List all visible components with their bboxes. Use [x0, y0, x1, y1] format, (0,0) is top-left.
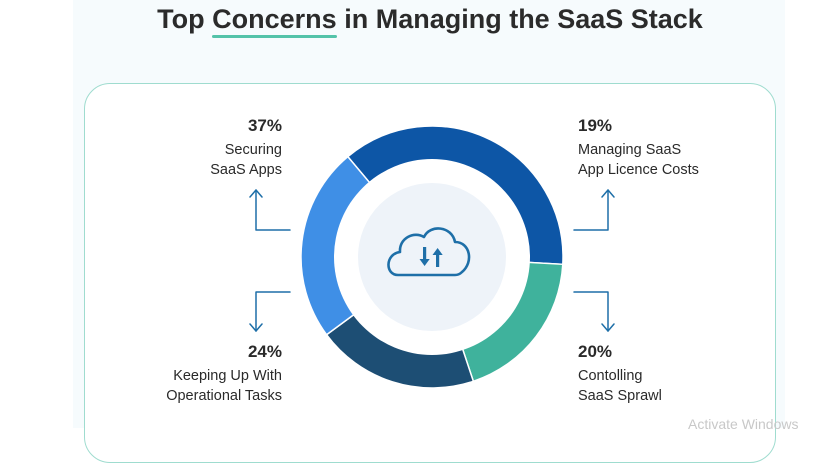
label-line: Managing SaaS [578, 142, 682, 158]
label-securing-saas-apps: 37% Securing SaaS Apps [210, 116, 282, 180]
watermark-text: Activate Windows [688, 416, 799, 432]
connector-top-right-arrowhead [601, 189, 615, 198]
connector-bottom-left [255, 291, 291, 332]
arrows-glyph [419, 247, 443, 267]
label-line: Contolling [578, 368, 643, 384]
label-line: Keeping Up With [173, 368, 282, 384]
percent-label: 19% [578, 116, 613, 135]
label-controlling-saas-sprawl: 20% Contolling SaaS Sprawl [578, 342, 662, 406]
label-line: SaaS Sprawl [578, 388, 662, 404]
percent-label: 20% [578, 342, 613, 361]
donut-chart [249, 125, 615, 389]
percent-label: 24% [247, 342, 282, 361]
label-line: SaaS Apps [210, 162, 282, 178]
percent-label: 37% [247, 116, 282, 135]
connector-bottom-right [573, 291, 609, 332]
center-disc [358, 183, 506, 331]
connector-bottom-left-arrowhead [249, 323, 263, 332]
cloud-upload-download-icon [387, 227, 471, 277]
label-keeping-up-operational-tasks: 24% Keeping Up With Operational Tasks [166, 342, 282, 406]
label-line: Operational Tasks [166, 388, 282, 404]
label-line: App Licence Costs [578, 162, 699, 178]
title-suffix: in Managing the SaaS Stack [336, 4, 703, 34]
label-line: Securing [224, 142, 282, 158]
connector-bottom-right-arrowhead [601, 323, 615, 332]
connector-top-left-arrowhead [249, 189, 263, 198]
connector-top-left [255, 189, 291, 231]
title-highlight: Concerns [212, 4, 337, 38]
title-prefix: Top [157, 4, 213, 34]
label-managing-licence-costs: 19% Managing SaaS App Licence Costs [578, 116, 699, 180]
connector-top-right [573, 189, 609, 231]
page-title: Top Concerns in Managing the SaaS Stack [0, 4, 825, 38]
